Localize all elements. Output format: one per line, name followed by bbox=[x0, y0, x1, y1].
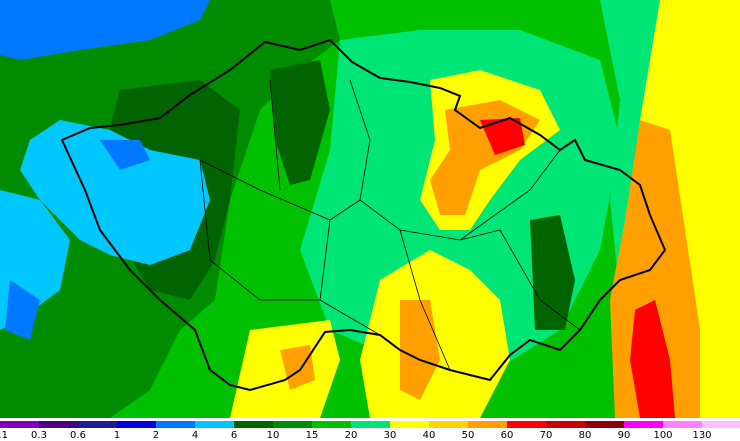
legend-label: 100 bbox=[653, 430, 672, 441]
legend-label: 10 bbox=[267, 430, 280, 441]
legend-label: 4 bbox=[192, 430, 198, 441]
legend-swatch bbox=[195, 421, 234, 428]
legend-label: 0.1 bbox=[0, 430, 8, 441]
legend-swatch bbox=[78, 421, 117, 428]
legend-label: 130 bbox=[692, 430, 711, 441]
legend-swatch bbox=[117, 421, 156, 428]
legend-swatch bbox=[39, 421, 78, 428]
legend-label: 6 bbox=[231, 430, 237, 441]
legend-swatch bbox=[468, 421, 507, 428]
legend-label: 30 bbox=[384, 430, 397, 441]
region-borders bbox=[199, 79, 581, 371]
legend-label: 90 bbox=[618, 430, 631, 441]
legend-swatch bbox=[663, 421, 702, 428]
legend-label: 0.3 bbox=[31, 430, 47, 441]
legend-label: 60 bbox=[501, 430, 514, 441]
legend-swatch bbox=[702, 421, 740, 428]
legend-swatch bbox=[585, 421, 624, 428]
legend-label: 15 bbox=[306, 430, 319, 441]
map-field bbox=[0, 0, 740, 418]
country-border bbox=[60, 38, 667, 392]
legend-label: 40 bbox=[423, 430, 436, 441]
legend-swatch bbox=[273, 421, 312, 428]
legend-label: 80 bbox=[579, 430, 592, 441]
legend-swatch bbox=[507, 421, 546, 428]
legend-swatch bbox=[546, 421, 585, 428]
legend-label: 70 bbox=[540, 430, 553, 441]
legend: 0.1 0.3 0.6 1 2 4 6 10 15 20 30 40 50 60 70 80 90 100 130 bbox=[0, 421, 740, 441]
legend-label: 50 bbox=[462, 430, 475, 441]
legend-swatch bbox=[429, 421, 468, 428]
legend-label: 2 bbox=[153, 430, 159, 441]
legend-label: 20 bbox=[345, 430, 358, 441]
legend-label: 1 bbox=[114, 430, 120, 441]
legend-swatch bbox=[351, 421, 390, 428]
legend-swatch bbox=[0, 421, 39, 428]
legend-swatch bbox=[390, 421, 429, 428]
legend-swatch bbox=[156, 421, 195, 428]
legend-label: 0.6 bbox=[70, 430, 86, 441]
legend-swatch bbox=[312, 421, 351, 428]
borders bbox=[60, 38, 667, 392]
legend-swatch bbox=[234, 421, 273, 428]
legend-swatch bbox=[624, 421, 663, 428]
